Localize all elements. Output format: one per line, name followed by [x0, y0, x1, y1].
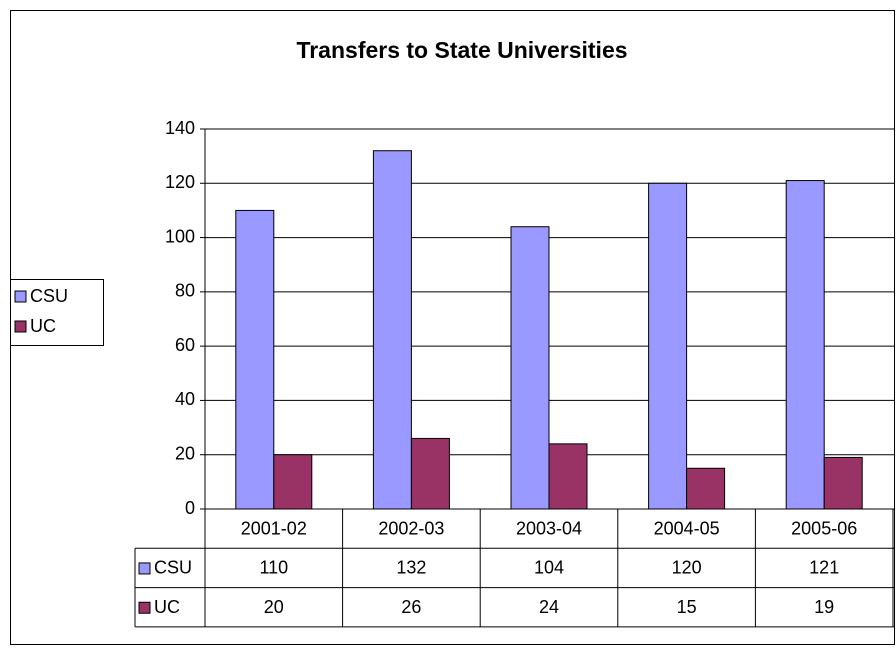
x-tick-label: 2005-06 — [791, 518, 857, 538]
table-cell: 19 — [814, 597, 834, 617]
table-row-label: UC — [154, 597, 180, 617]
table-cell: 20 — [264, 597, 284, 617]
bar — [372, 150, 412, 510]
table-cell: 121 — [809, 558, 839, 578]
legend-label: UC — [30, 316, 56, 336]
x-tick-label: 2001-02 — [241, 518, 307, 538]
bar — [648, 182, 688, 510]
x-tick-label: 2002-03 — [378, 518, 444, 538]
bar — [686, 467, 726, 510]
y-tick-label: 40 — [175, 389, 195, 409]
chart-title: Transfers to State Universities — [296, 37, 627, 63]
legend-label: CSU — [30, 286, 68, 306]
y-tick-label: 120 — [165, 172, 195, 192]
bar — [410, 437, 450, 510]
table-cell: 110 — [259, 558, 288, 578]
table-cell: 26 — [401, 597, 421, 617]
table-cell: 24 — [539, 597, 559, 617]
y-tick-label: 140 — [165, 118, 195, 138]
table-cell: 15 — [677, 597, 697, 617]
table-legend-key — [138, 601, 151, 614]
chart-border — [10, 10, 895, 645]
legend-key — [14, 290, 27, 303]
table-cell: 104 — [534, 558, 564, 578]
table-row-label: CSU — [154, 558, 192, 578]
y-tick-label: 20 — [175, 443, 195, 463]
table-cell: 132 — [396, 558, 426, 578]
y-tick-label: 0 — [185, 498, 195, 518]
bar — [273, 454, 313, 510]
x-tick-label: 2004-05 — [654, 518, 720, 538]
bar — [785, 180, 825, 510]
legend-key — [14, 320, 27, 333]
y-tick-label: 80 — [175, 281, 195, 301]
table-cell: 120 — [672, 558, 702, 578]
bar — [548, 443, 588, 510]
x-tick-label: 2003-04 — [516, 518, 582, 538]
bar — [510, 226, 550, 510]
y-tick-label: 100 — [165, 226, 195, 246]
table-legend-key — [138, 562, 151, 575]
y-tick-label: 60 — [175, 335, 195, 355]
bar — [235, 209, 275, 510]
bar — [823, 456, 863, 510]
